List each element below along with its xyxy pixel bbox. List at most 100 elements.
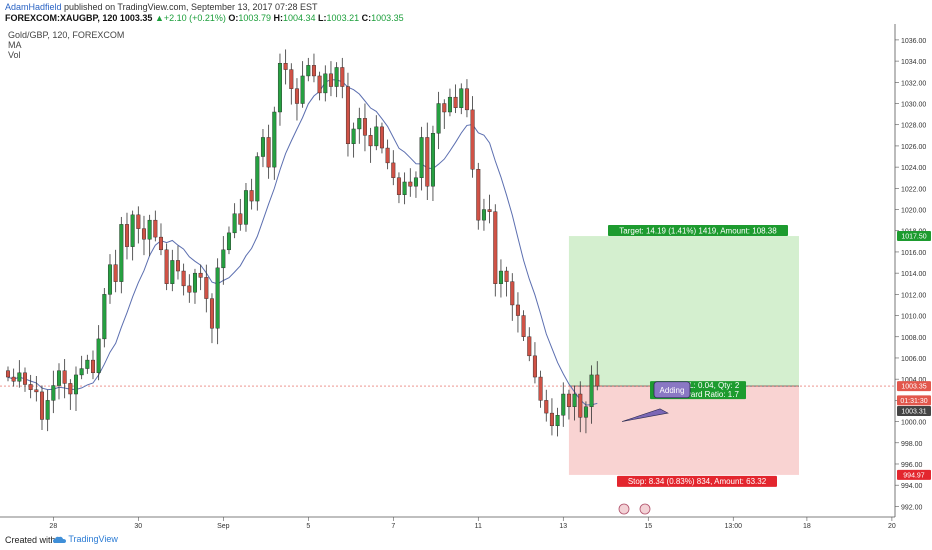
candle-body [311, 65, 316, 77]
x-tick-label: Sep [217, 523, 230, 530]
callout-text: Adding [660, 386, 685, 395]
candle-body [561, 393, 566, 416]
target-zone [568, 236, 799, 387]
candle-body [289, 69, 294, 89]
candle-body [124, 224, 129, 247]
candle-body [85, 359, 90, 369]
candle-body [340, 67, 345, 87]
symbol-name: FOREXCOM:XAUGBP, 120 [5, 13, 118, 23]
price-chart[interactable]: 992.00994.00996.00998.001000.001002.0010… [0, 24, 932, 531]
candle-body [317, 75, 322, 94]
candle-body [164, 249, 169, 284]
author-link[interactable]: AdamHadfield [5, 2, 62, 12]
last-price: 1003.35 [119, 13, 153, 23]
y-tick-label: 1010.00 [901, 314, 926, 321]
candle-body [527, 336, 532, 357]
x-tick-label: 20 [888, 523, 896, 530]
candle-body [22, 372, 27, 385]
price-label-current-bg [897, 381, 931, 392]
y-tick-label: 992.00 [901, 504, 923, 511]
position-tool[interactable] [0, 236, 895, 475]
x-tick-label: 18 [803, 523, 811, 530]
x-tick-label: 7 [391, 523, 395, 530]
candle-body [175, 260, 180, 272]
event-icon [618, 503, 630, 515]
price-label-stop-bg [897, 469, 931, 480]
target-label: Target: 14.19 (1.41%) 1419, Amount: 108.… [619, 226, 777, 235]
candle-body [425, 137, 430, 187]
y-tick-label: 1000.00 [901, 420, 926, 427]
callout-pointer [621, 408, 669, 422]
y-tick-label: 1024.00 [901, 165, 926, 172]
y-tick-label: 1032.00 [901, 80, 926, 87]
y-tick-label: 1028.00 [901, 123, 926, 130]
candle-body [28, 384, 33, 390]
candle-body [153, 219, 158, 238]
y-tick-label: 1036.00 [901, 38, 926, 45]
created-with-text: Created with [5, 535, 56, 545]
candle-body [215, 267, 220, 329]
x-tick-label: 30 [134, 523, 142, 530]
callout-bubble [653, 381, 691, 399]
candle-body [583, 406, 588, 418]
candle-body [408, 181, 413, 187]
candle-body [419, 137, 424, 178]
candle-body [226, 232, 231, 251]
y-tick-label: 1016.00 [901, 250, 926, 257]
candle-body [68, 383, 73, 395]
tradingview-logo[interactable]: TradingView [53, 534, 118, 544]
price-label-entry-bg [897, 405, 931, 416]
publish-info: published on TradingView.com, September … [61, 2, 318, 12]
header-bar: AdamHadfield published on TradingView.co… [0, 0, 932, 24]
x-tick-label: 28 [49, 523, 57, 530]
legend-ma[interactable]: MA [8, 40, 22, 50]
price-label-target-bg [897, 231, 931, 242]
candle-body [402, 181, 407, 195]
low-label: L: [318, 13, 327, 23]
candle-body [430, 133, 435, 187]
candle-body [17, 372, 22, 382]
candle-body [555, 415, 560, 427]
y-tick-label: 998.00 [901, 441, 923, 448]
candle-body [34, 389, 39, 393]
overlay-labels: Target: 14.19 (1.41%) 1419, Amount: 108.… [608, 225, 931, 515]
candle-body [113, 264, 118, 282]
candle-body [532, 355, 537, 378]
candle-body [158, 236, 163, 251]
low-value: 1003.21 [326, 13, 360, 23]
candle-body [51, 385, 56, 401]
candle-body [79, 368, 84, 376]
moving-average [7, 79, 598, 406]
candle-body [510, 281, 515, 306]
footer: Created with TradingView [0, 531, 932, 550]
candle-body [266, 137, 271, 168]
x-tick-label: 13:00 [724, 523, 742, 530]
x-tick-label: 13 [559, 523, 567, 530]
x-tick-label: 11 [475, 523, 482, 530]
candle-body [272, 111, 277, 168]
y-tick-label: 1020.00 [901, 208, 926, 215]
y-tick-label: 1012.00 [901, 292, 926, 299]
target-label-bg [608, 225, 788, 237]
stop-zone [568, 386, 799, 475]
candle-body [107, 264, 112, 295]
candle-body [498, 270, 503, 284]
x-tick-label: 15 [644, 523, 652, 530]
open-label: O: [228, 13, 239, 23]
y-tick-label: 1026.00 [901, 144, 926, 151]
y-tick-label: 1030.00 [901, 102, 926, 109]
candle-body [62, 370, 67, 384]
candle-body [328, 73, 333, 87]
candle-body [141, 228, 146, 240]
candle-body [73, 374, 78, 395]
candle-body [391, 162, 396, 178]
candle-body [453, 96, 458, 108]
candle-body [447, 96, 452, 113]
candle-body [323, 73, 328, 94]
legend-vol[interactable]: Vol [8, 50, 21, 60]
risk-reward: Risk/Reward Ratio: 1.7 [657, 390, 739, 399]
candle-body [493, 211, 498, 284]
candle-body [345, 86, 350, 145]
candle-body [476, 169, 481, 221]
high-value: 1004.34 [282, 13, 316, 23]
